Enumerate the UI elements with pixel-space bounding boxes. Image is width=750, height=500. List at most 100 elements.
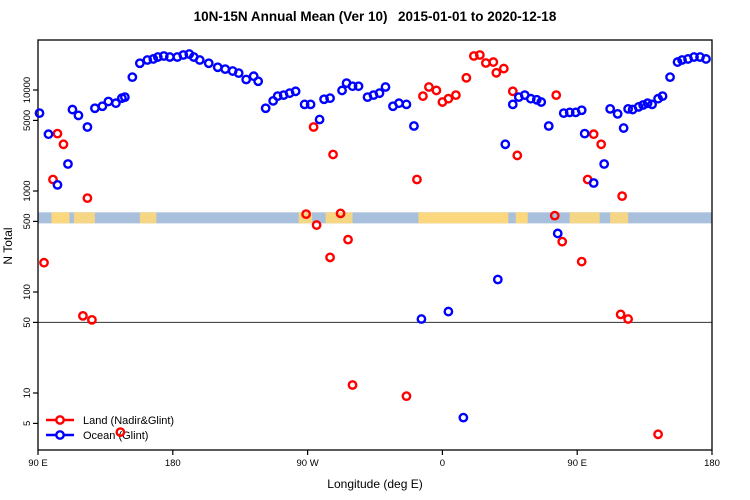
y-tick-label: 1000 (22, 180, 33, 201)
data-point (618, 123, 629, 133)
y-tick-label: 500 (22, 213, 33, 229)
data-point (657, 91, 668, 102)
y-tick-label: 5000 (22, 110, 33, 131)
map-strip-land (610, 212, 629, 224)
data-point (491, 67, 502, 78)
data-point (34, 108, 45, 119)
data-point (576, 105, 587, 116)
data-point (507, 99, 518, 110)
map-strip-land (73, 212, 95, 224)
data-point (677, 55, 687, 65)
data-point (63, 159, 73, 169)
data-point (401, 99, 412, 110)
data-point (512, 150, 523, 161)
map-strip-ocean (38, 212, 712, 224)
data-point (549, 210, 560, 221)
data-point (82, 122, 93, 132)
data-point (552, 228, 563, 239)
data-point (43, 129, 54, 140)
data-point (58, 139, 69, 150)
data-point (87, 314, 97, 325)
data-point (39, 257, 49, 268)
data-point (343, 234, 353, 245)
data-point (500, 139, 511, 150)
data-point (409, 121, 419, 131)
data-point (127, 72, 138, 83)
data-point (97, 101, 108, 112)
data-point (507, 86, 518, 97)
data-point (394, 98, 404, 109)
data-point (617, 191, 628, 202)
x-tick-label: 180 (704, 458, 720, 469)
data-point (599, 159, 610, 169)
data-point (416, 314, 427, 324)
data-point (110, 98, 121, 109)
data-point (152, 52, 163, 62)
data-point (78, 310, 88, 321)
data-point (564, 107, 575, 118)
data-point (319, 94, 329, 105)
data-point (203, 58, 214, 69)
plot-border (37, 39, 713, 451)
data-point (142, 55, 153, 65)
y-tick-label: 50 (22, 317, 33, 328)
data-point (418, 91, 428, 102)
data-point (461, 72, 472, 83)
x-tick-label: 90 W (297, 458, 319, 469)
map-strip-land (418, 212, 509, 224)
y-axis-label: N Total (1, 227, 15, 264)
data-point (134, 58, 145, 69)
x-tick-label: 0 (440, 458, 445, 469)
x-tick-label: 90 E (567, 458, 587, 469)
map-strip-land (569, 212, 600, 224)
data-point (579, 128, 590, 139)
data-point (443, 93, 454, 104)
data-point (325, 252, 335, 263)
data-point (412, 174, 422, 185)
data-point (576, 256, 587, 267)
data-point (90, 103, 100, 114)
data-point (347, 81, 358, 92)
data-point (374, 88, 385, 99)
data-point (311, 220, 322, 230)
data-point (498, 63, 509, 74)
data-point (543, 121, 554, 131)
data-point (301, 209, 312, 220)
data-point (308, 122, 319, 132)
data-point (615, 309, 626, 320)
data-point (642, 98, 653, 109)
data-point (353, 81, 364, 92)
data-point (431, 85, 442, 96)
data-point (665, 72, 675, 83)
data-point (458, 412, 469, 423)
data-point (253, 76, 264, 87)
map-strip-land (515, 212, 528, 224)
data-point (424, 82, 434, 92)
data-point (52, 128, 63, 139)
y-tick-label: 10 (22, 388, 33, 399)
data-point (492, 274, 503, 285)
data-point (653, 429, 663, 440)
data-point (468, 51, 479, 61)
data-point (612, 108, 623, 119)
data-point (347, 380, 358, 390)
data-point (158, 51, 169, 61)
map-strip-land (139, 212, 157, 224)
data-point (67, 104, 78, 115)
data-point (52, 179, 63, 190)
data-point (525, 93, 536, 104)
data-point (557, 236, 568, 247)
data-point (272, 91, 283, 102)
data-point (73, 110, 84, 121)
data-point (450, 90, 461, 101)
legend-ocean-circle-icon (55, 430, 65, 440)
data-point (233, 68, 244, 79)
data-point (337, 85, 347, 96)
legend-land-circle-icon (55, 415, 65, 425)
y-tick-label: 100 (22, 284, 33, 300)
y-tick-label: 5 (22, 421, 33, 426)
x-tick-label: 180 (165, 458, 181, 469)
data-point (536, 97, 547, 107)
data-point (474, 50, 485, 60)
